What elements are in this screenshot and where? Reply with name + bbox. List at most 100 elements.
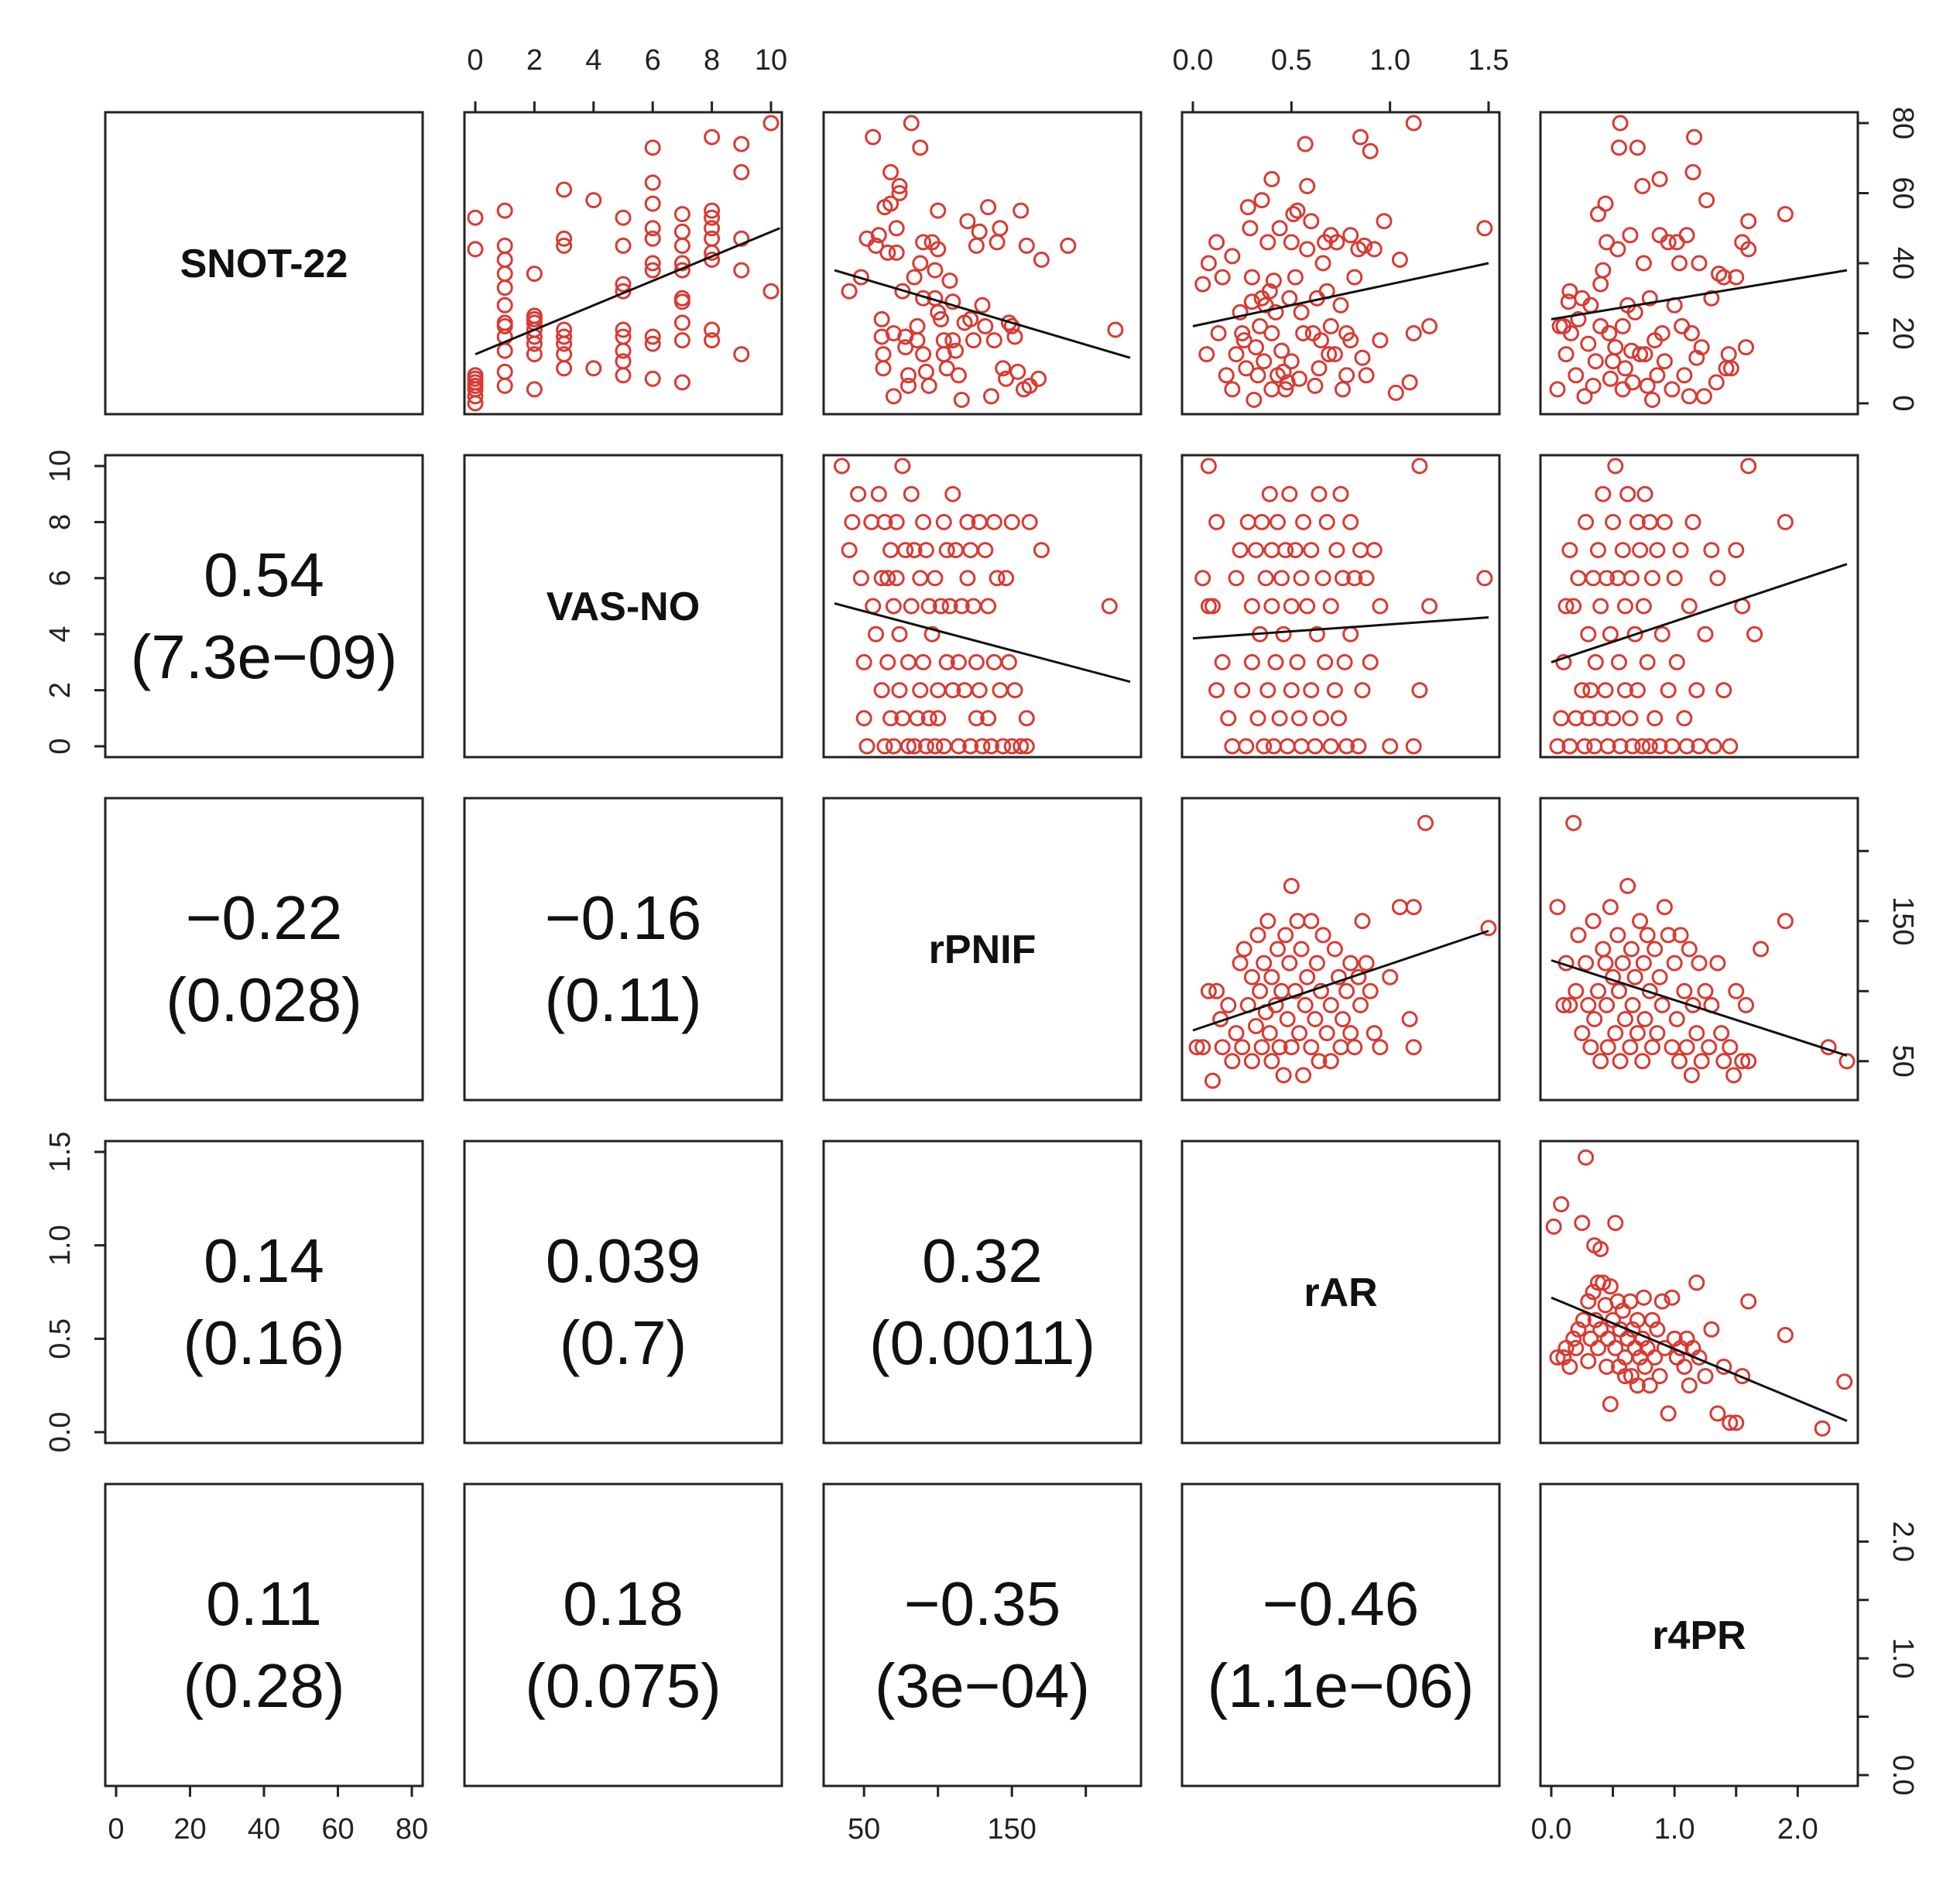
data-point [933, 598, 949, 615]
data-point [1318, 1025, 1335, 1042]
data-point [888, 220, 905, 237]
data-point [1303, 213, 1320, 230]
data-point [1597, 195, 1614, 212]
data-point [968, 710, 985, 727]
data-point [930, 202, 947, 219]
tick-label: 10 [44, 450, 77, 482]
data-point [995, 360, 1012, 377]
data-point [1283, 598, 1300, 615]
data-point [1354, 913, 1371, 930]
data-point [1635, 955, 1652, 972]
data-point [950, 738, 967, 755]
data-point [1644, 570, 1660, 587]
data-point [1611, 653, 1627, 670]
data-point [1239, 513, 1256, 530]
data-point [1601, 325, 1618, 341]
data-point [585, 360, 602, 377]
data-point [868, 237, 884, 254]
data-point [1651, 968, 1668, 985]
panel-frame-r1-c4 [1539, 454, 1859, 759]
data-point [1405, 738, 1422, 755]
data-point [989, 234, 1006, 251]
data-point [1224, 381, 1241, 398]
data-point [927, 262, 944, 279]
data-point [933, 310, 949, 327]
data-point [1688, 1025, 1705, 1042]
data-point [673, 237, 690, 254]
data-point [891, 682, 908, 699]
data-point [1289, 913, 1306, 930]
data-point [1214, 269, 1231, 286]
regression-line [1192, 262, 1489, 327]
data-point [1313, 982, 1329, 999]
data-point [1208, 513, 1225, 530]
scatter-panel-snot-22-vs-vas-no [467, 115, 781, 412]
data-point [1248, 542, 1264, 559]
data-point [1208, 682, 1225, 699]
data-point [965, 332, 982, 349]
data-point [1664, 1289, 1681, 1306]
data-point [1326, 346, 1343, 363]
data-point [1580, 1293, 1597, 1310]
data-point [882, 195, 899, 212]
regression-line [1551, 563, 1848, 663]
data-point [1332, 485, 1349, 502]
data-point [980, 598, 997, 615]
data-point [644, 174, 661, 191]
tick-label: 40 [1886, 247, 1919, 279]
data-point [1676, 1359, 1693, 1375]
panel-frame-r2-c0 [104, 797, 424, 1102]
data-point [1703, 290, 1720, 307]
data-point [644, 255, 661, 272]
data-point [1708, 374, 1725, 391]
data-point [1738, 996, 1754, 1013]
data-point [1232, 955, 1249, 972]
data-point [1297, 135, 1314, 153]
data-point [927, 570, 944, 587]
data-point [903, 115, 920, 132]
data-point [1629, 1377, 1646, 1394]
axis-right-snot-22: 0 20 40 60 80 [1856, 107, 1919, 412]
data-point [1557, 346, 1575, 363]
tick-label: 0.0 [1886, 1755, 1919, 1796]
data-point [915, 234, 932, 251]
data-point [888, 244, 905, 261]
data-point [1391, 252, 1408, 268]
data-point [1605, 513, 1622, 530]
data-point [1208, 982, 1225, 999]
data-point [762, 283, 780, 300]
data-point [1697, 626, 1714, 643]
data-point [1346, 570, 1363, 587]
data-point [1634, 1053, 1651, 1070]
data-point [1672, 542, 1689, 559]
data-point [891, 177, 908, 194]
tick-label: 8 [44, 514, 77, 530]
data-point [1728, 1414, 1745, 1431]
data-point [1338, 982, 1355, 999]
data-point [1681, 388, 1698, 405]
data-point [1607, 1025, 1624, 1042]
data-point [1715, 1053, 1732, 1070]
data-point [909, 332, 926, 349]
data-point [1614, 542, 1631, 559]
data-point [1574, 1215, 1591, 1232]
data-point [1405, 1039, 1422, 1056]
data-point [985, 332, 1002, 349]
data-point [983, 738, 999, 755]
data-point [974, 296, 991, 314]
data-point [1263, 1053, 1280, 1070]
data-point [1318, 513, 1335, 530]
data-point [1624, 738, 1641, 755]
axis-bottom-rpnif: 50 150 [848, 1784, 1088, 1846]
data-point [1653, 626, 1670, 643]
tick-label: 2 [44, 682, 77, 698]
panel-frame-r3-c3 [1180, 1140, 1501, 1445]
data-point [1338, 367, 1355, 384]
data-point [1307, 738, 1324, 755]
data-point [1277, 927, 1294, 944]
data-point [938, 542, 955, 559]
data-point [1602, 899, 1619, 916]
data-point [971, 682, 988, 699]
data-point [1257, 570, 1274, 587]
data-point [1214, 1039, 1231, 1056]
